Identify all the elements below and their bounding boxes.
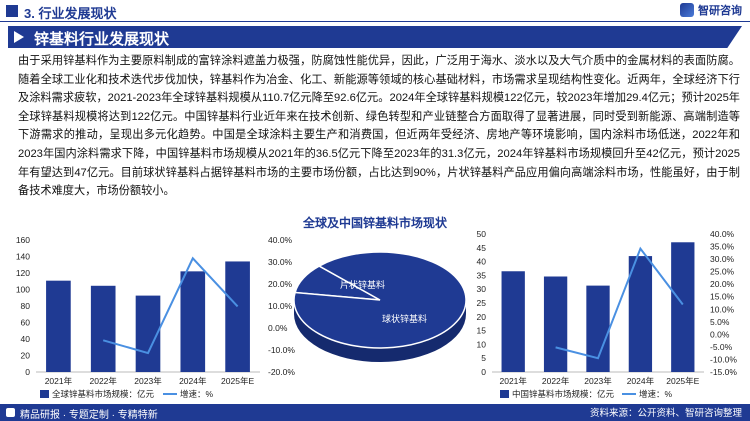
china-chart-ytick-left: 40 [477,257,487,267]
china-chart-bar [671,242,695,372]
china-chart-ytick-left: 10 [477,339,487,349]
global-chart-xtick: 2022年 [89,376,117,386]
global-chart-bar [90,285,116,372]
global-chart-ytick-left: 140 [16,252,30,262]
china-chart-ytick-right: -15.0% [710,367,737,377]
china-chart-ytick-right: 20.0% [710,279,735,289]
china-chart-ytick-left: 15 [477,326,487,336]
global-chart-ytick-right: 20.0% [268,279,293,289]
global-chart-growth-line [102,256,239,355]
china-chart-legend-line-label: 增速：% [639,389,673,399]
global-chart-bar [225,261,250,372]
china-chart-xtick: 2022年 [542,376,570,386]
china-chart-bar [501,271,525,372]
china-chart-ytick-left: 0 [481,367,486,377]
china-chart-ytick-left: 35 [477,270,487,280]
global-chart-xtick: 2025年E [221,376,254,386]
china-chart-xtick: 2025年E [666,376,699,386]
global-chart-legend-swatch-bar [40,390,49,398]
global-chart-ytick-left: 160 [16,235,30,245]
china-chart-ytick-left: 25 [477,298,487,308]
china-chart-ytick-right: -10.0% [710,354,737,364]
global-chart-bar [180,271,206,372]
global-chart-ytick-right: -10.0% [268,345,295,355]
source-note: 资料来源：公开资料、智研咨询整理 [589,408,742,419]
china-chart-bar [628,256,653,372]
global-chart-ytick-left: 100 [16,285,30,295]
figure-title: 全球及中国锌基料市场现状 [302,216,447,230]
china-chart-legend-bar-label: 中国锌基料市场规模：亿元 [512,389,615,399]
global-chart-ytick-right: -20.0% [268,367,295,377]
arrow-right-icon [14,31,24,43]
footer-tagline: 精品研报 · 专题定制 · 专精特新 [20,410,158,421]
global-chart-bar [46,280,71,372]
global-chart-xtick: 2024年 [179,376,207,386]
china-chart-ytick-left: 5 [481,353,486,363]
china-chart-ytick-right: 10.0% [710,304,735,314]
pie-side [294,300,466,362]
brand-logo: 智研咨询 [680,2,742,18]
body-paragraph: 由于采用锌基料作为主要原料制成的富锌涂料遮盖力极强，防腐蚀性能优异，因此，广泛用… [18,55,740,198]
global-chart-ytick-right: 30.0% [268,257,293,267]
global-chart-legend-bar-label: 全球锌基料市场规模：亿元 [52,389,155,399]
china-chart-ytick-right: 40.0% [710,229,735,239]
pie-slice [293,251,467,349]
banner-title: 锌基料行业发展现状 [34,31,170,48]
china-chart-ytick-right: 0.0% [710,329,730,339]
china-chart-ytick-right: 35.0% [710,242,735,252]
footer-icon [6,408,15,417]
china-chart-ytick-right: 25.0% [710,267,735,277]
china-chart-xtick: 2024年 [627,376,655,386]
footer-bar: 精品研报 · 专题定制 · 专精特新 [0,404,750,421]
global-chart-ytick-left: 80 [21,301,31,311]
global-chart-legend-line-label: 增速：% [180,389,214,399]
china-chart-ytick-left: 50 [477,229,487,239]
global-chart-xtick: 2023年 [134,376,162,386]
top-bar: 3. 行业发展现状 智研咨询 [0,0,750,22]
global-chart-ytick-right: 10.0% [268,301,293,311]
china-chart-ytick-right: 30.0% [710,254,735,264]
global-chart-ytick-left: 60 [21,318,31,328]
china-chart-growth-line [555,246,684,360]
section-title: 3. 行业发展现状 [24,6,117,21]
china-chart-ytick-left: 30 [477,284,487,294]
pie-label: 球状锌基料 [382,313,427,324]
china-chart-bar [543,276,568,372]
global-chart-ytick-left: 40 [21,334,31,344]
global-chart-ytick-left: 20 [21,351,31,361]
china-chart-xtick: 2023年 [584,376,612,386]
china-chart-bar [586,285,610,372]
china-chart-xtick: 2021年 [499,376,527,386]
china-chart-ytick-left: 45 [477,243,487,253]
pie-label: 片状锌基料 [340,279,385,290]
brand-logo-icon [680,3,694,17]
brand-logo-text: 智研咨询 [698,5,742,17]
china-chart-ytick-right: 5.0% [710,317,730,327]
china-chart-ytick-right: -5.0% [710,342,733,352]
global-chart-ytick-left: 0 [25,367,30,377]
section-marker-icon [6,5,18,17]
china-chart-ytick-left: 20 [477,312,487,322]
china-chart-legend-swatch-bar [500,390,509,398]
china-chart-ytick-right: 15.0% [710,292,735,302]
global-chart-xtick: 2021年 [45,376,73,386]
top-divider [0,21,750,22]
global-chart-ytick-right: 0.0% [268,323,288,333]
title-banner: 锌基料行业发展现状 [8,26,742,48]
global-chart-ytick-right: 40.0% [268,235,293,245]
global-chart-ytick-left: 120 [16,268,30,278]
